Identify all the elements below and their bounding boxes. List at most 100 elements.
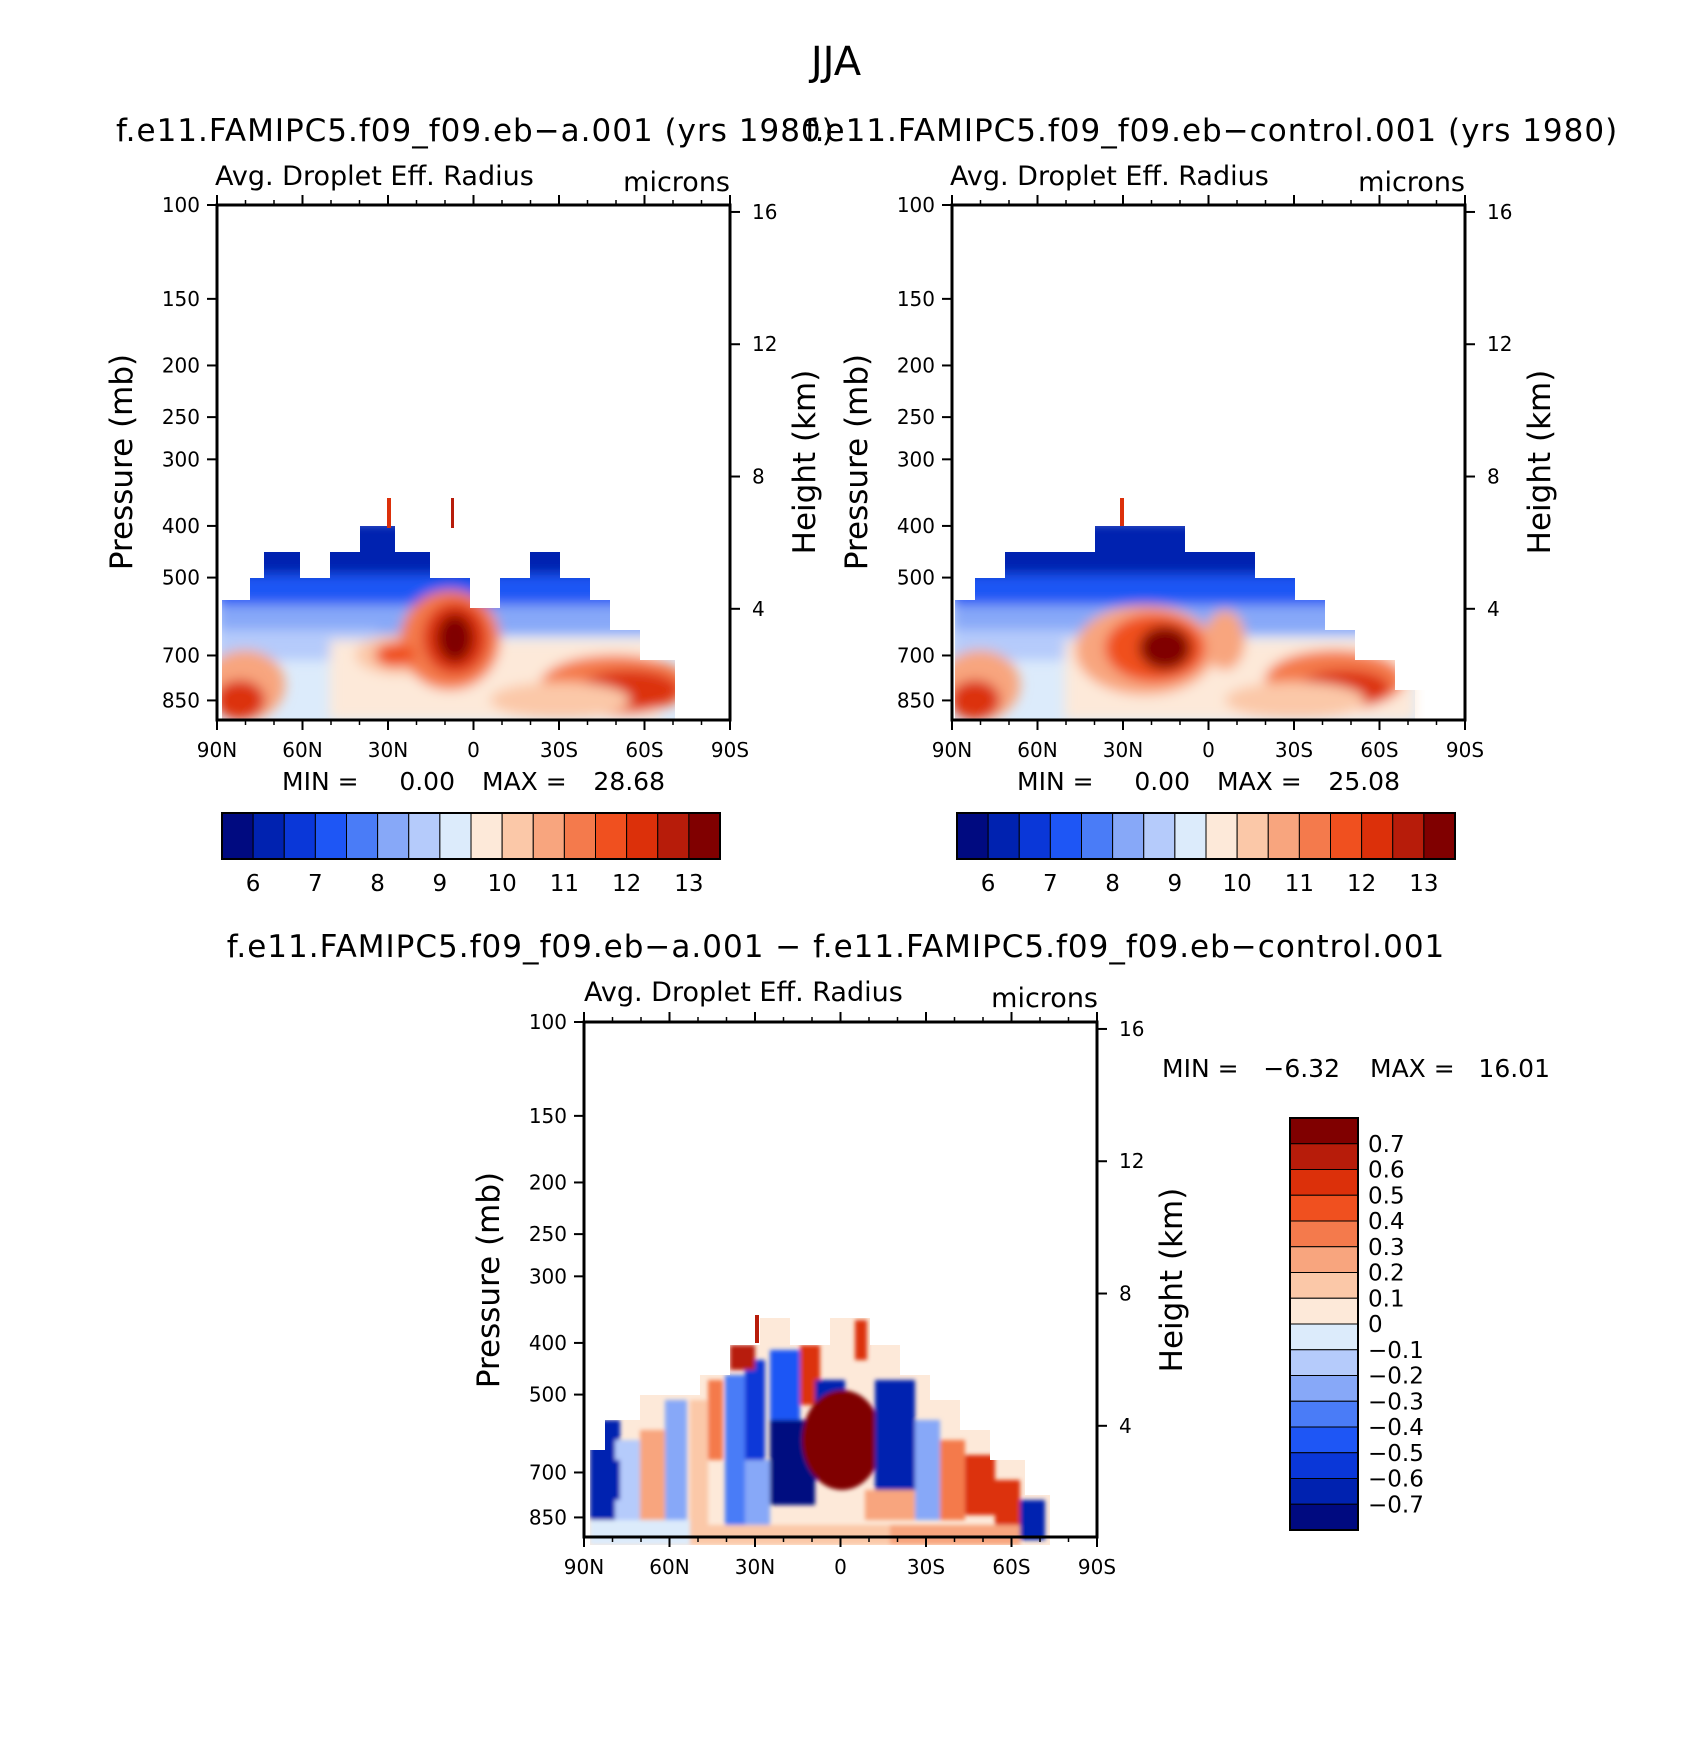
panel-diff: f.e11.FAMIPC5.f09_f09.eb−a.001 − f.e11.F… [227, 929, 1550, 1579]
colorbar-swatch [1330, 812, 1363, 860]
colorbar-swatch [346, 812, 379, 860]
x-tick-label: 90N [197, 738, 237, 762]
panel-diff-case-title: f.e11.FAMIPC5.f09_f09.eb−a.001 − f.e11.F… [227, 929, 1446, 965]
colorbar-swatch [283, 812, 316, 860]
y-tick-label: 300 [529, 1264, 567, 1288]
x-tick-label: 90N [932, 738, 972, 762]
colorbar-label: 0.7 [1368, 1132, 1405, 1158]
y-tick-label: 200 [897, 353, 935, 377]
colorbar-swatch [1205, 812, 1238, 860]
y-tick-label: 200 [162, 353, 200, 377]
colorbar-swatch [1289, 1297, 1359, 1325]
x-tick-label: 30N [735, 1555, 775, 1579]
colorbar-label: −0.3 [1368, 1389, 1424, 1415]
colorbar-label: 11 [550, 871, 579, 897]
y-tick-label: 300 [897, 447, 935, 471]
y2-tick-label: 16 [1487, 200, 1512, 224]
y-tick-label: 400 [162, 514, 200, 538]
colorbar-frame [956, 812, 1456, 860]
colorbar-swatch [1289, 1169, 1359, 1196]
y-tick-label: 850 [162, 688, 200, 712]
colorbar-swatch [377, 812, 410, 860]
figure-title: JJA [808, 39, 862, 85]
colorbar-swatch [563, 812, 596, 860]
x-tick-label: 60N [282, 738, 322, 762]
colorbar-swatch [1289, 1143, 1359, 1170]
colorbar-label: 11 [1285, 871, 1314, 897]
x-tick-label: 90N [564, 1555, 604, 1579]
colorbar-label: 12 [1347, 871, 1376, 897]
panel-b-units: microns [1358, 167, 1465, 198]
colorbar-swatch [1289, 1194, 1359, 1222]
colorbar-frame [1289, 1117, 1359, 1531]
panel-a-axes: 90N 60N 30N 0 30S 60S 90S 100 150 200 250 300 400 500… [162, 193, 778, 762]
colorbar-swatch [1289, 1272, 1359, 1299]
y-tick-label: 300 [162, 447, 200, 471]
colorbar-label: −0.1 [1368, 1338, 1424, 1364]
colorbar-swatch [1289, 1503, 1359, 1531]
y-tick-label: 500 [162, 566, 200, 590]
colorbar-swatch [1423, 812, 1456, 860]
colorbar-swatch [252, 812, 285, 860]
colorbar-swatch [1081, 812, 1114, 860]
panel-a-max-label: MAX = [482, 767, 567, 796]
panel-diff-axes: 90N 60N 30N 0 30S 60S 90S 100 150 200 250 300 400 500… [529, 1010, 1145, 1579]
colorbar-label: −0.6 [1368, 1467, 1424, 1493]
y-tick-label: 250 [162, 405, 200, 429]
colorbar-swatch [626, 812, 659, 860]
colorbar-label: 0.2 [1368, 1261, 1405, 1287]
colorbar-label: 7 [1043, 871, 1058, 897]
y2-tick-label: 4 [752, 597, 765, 621]
colorbar-swatch [314, 812, 347, 860]
panel-b-field [955, 526, 1415, 720]
colorbar-swatch [1289, 1117, 1359, 1145]
panel-a-ylabel: Pressure (mb) [104, 354, 140, 570]
colorbar-label: 6 [246, 871, 261, 897]
colorbar-label: 0.1 [1368, 1286, 1405, 1312]
colorbar-swatch [1298, 812, 1331, 860]
colorbar-swatch [1392, 812, 1425, 860]
colorbar-label: 13 [674, 871, 703, 897]
colorbar-swatch [221, 812, 254, 860]
y-tick-label: 500 [897, 566, 935, 590]
panel-b-max-label: MAX = [1217, 767, 1302, 796]
x-tick-label: 30S [907, 1555, 945, 1579]
colorbar-label: −0.2 [1368, 1364, 1424, 1390]
colorbar-swatch [1049, 812, 1082, 860]
panel-diff-min-label: MIN = [1162, 1054, 1239, 1083]
colorbar-frame [221, 812, 721, 860]
panel-a: f.e11.FAMIPC5.f09_f09.eb−a.001 (yrs 1980… [104, 113, 834, 897]
colorbar-swatch [1289, 1426, 1359, 1454]
colorbar-swatch [1289, 1246, 1359, 1273]
panel-b-variable: Avg. Droplet Eff. Radius [950, 161, 1269, 192]
colorbar-label: 0.3 [1368, 1235, 1405, 1261]
colorbar-swatch [956, 812, 989, 860]
colorbar-swatch [1143, 812, 1176, 860]
panel-diff-max-value: 16.01 [1478, 1054, 1550, 1083]
colorbar-label: −0.4 [1368, 1415, 1424, 1441]
colorbar-swatch [470, 812, 503, 860]
y-tick-label: 400 [529, 1331, 567, 1355]
colorbar-swatch [595, 812, 628, 860]
panel-b-ylabel: Pressure (mb) [839, 354, 875, 570]
panel-diff-field [590, 1318, 1050, 1545]
colorbar-label: 13 [1409, 871, 1438, 897]
panel-diff-ylabel: Pressure (mb) [471, 1172, 507, 1388]
colorbar-label: −0.5 [1368, 1441, 1424, 1467]
panel-a-colorbar: 6 7 8 9 10 11 12 13 [221, 812, 721, 897]
y-tick-label: 150 [162, 287, 200, 311]
colorbar-swatch [408, 812, 441, 860]
colorbar-swatch [1112, 812, 1145, 860]
colorbar-swatch [1267, 812, 1300, 860]
colorbar-label: 0.4 [1368, 1209, 1405, 1235]
panel-b-y2label: Height (km) [1522, 370, 1558, 555]
y2-tick-label: 8 [752, 465, 765, 489]
colorbar-swatch [657, 812, 690, 860]
panel-diff-y2label: Height (km) [1154, 1188, 1190, 1373]
panel-b: f.e11.FAMIPC5.f09_f09.eb−control.001 (yr… [805, 113, 1617, 897]
x-tick-label: 60N [649, 1555, 689, 1579]
panel-a-field [222, 526, 675, 720]
colorbar-label: 6 [981, 871, 996, 897]
y2-tick-label: 8 [1487, 465, 1500, 489]
